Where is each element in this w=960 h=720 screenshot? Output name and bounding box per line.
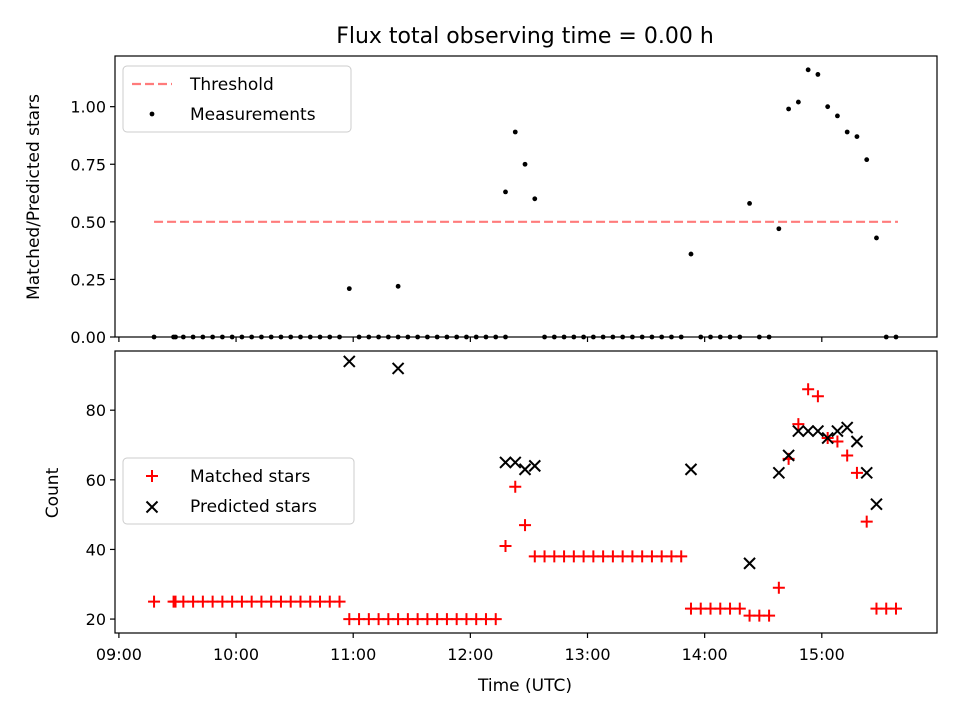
bottom-y-tick-label: 20 [86,610,106,629]
top-y-tick-label: 0.75 [70,155,106,174]
measurement-point [805,67,811,73]
measurement-point [864,157,870,163]
measurement-point [395,283,401,289]
measurement-point [512,129,518,135]
predicted-star-point [831,424,844,438]
legend-matched-swatch [146,470,158,482]
bottom-y-tick-label: 60 [86,471,106,490]
measurement-point [776,226,782,232]
matched-star-point [811,390,824,403]
x-tick-label: 12:00 [447,645,493,664]
predicted-star-point [850,435,864,448]
predicted-star-point [743,557,756,570]
x-tick-label: 11:00 [330,645,376,664]
predicted-star-point [772,466,786,480]
top-y-tick-label: 0.25 [70,270,106,289]
matched-star-point [148,595,161,608]
predicted-star-point [343,355,356,368]
top-y-tick-label: 0.50 [70,213,106,232]
bottom-y-axis-label: Count [43,467,63,518]
top-legend-box [122,65,352,133]
matched-star-point [763,609,776,622]
measurement-point [688,251,694,257]
measurement-point [874,235,879,241]
matched-star-point [792,418,805,431]
predicted-star-point [801,424,815,438]
matched-star-point [489,613,502,626]
measurement-point [503,189,508,195]
measurement-point [835,113,840,119]
measurement-point [532,196,538,202]
predicted-star-point [860,466,873,480]
predicted-star-point [821,431,834,445]
top-y-tick-label: 1.00 [70,98,106,117]
predicted-star-point [870,497,883,511]
x-tick-label: 14:00 [682,645,728,664]
matched-star-point [509,480,522,493]
bottom-series-predicted-stars [343,355,883,570]
matched-star-point [499,539,512,552]
x-tick-label: 15:00 [799,645,845,664]
matched-star-point [850,466,863,479]
predicted-star-point [391,362,405,375]
legend-measurements-swatch [149,111,155,117]
predicted-star-point [518,463,532,476]
predicted-star-point [792,424,805,438]
matched-star-point [860,515,873,528]
matched-star-point [802,383,815,396]
x-tick-label: 10:00 [213,645,259,664]
predicted-star-point [782,449,795,462]
bottom-legend-box [122,457,355,525]
matched-star-point [675,550,688,563]
legend-threshold-label: Threshold [189,75,274,95]
matched-star-point [841,449,854,462]
legend-predicted-swatch [145,500,159,514]
measurement-point [825,104,831,110]
matched-star-point [733,602,746,615]
predicted-star-point [509,456,522,469]
bottom-x-axis-label: Time (UTC) [477,676,572,696]
measurement-point [786,106,792,112]
measurement-point [346,286,352,292]
measurement-point [747,201,752,206]
top-plot: 0.00 0.25 0.50 0.75 1.00 Threshold Measurement… [70,55,938,347]
matched-star-point [772,581,785,594]
bottom-plot: 20 40 60 80 09:00 10:00 11:00 12:00 13:00 14:00 15… [86,350,938,664]
predicted-star-point [528,459,541,473]
matched-star-point [519,519,532,532]
legend-matched-label: Matched stars [190,467,310,487]
top-y-tick-label: 0.00 [70,328,106,347]
bottom-y-tick-label: 80 [86,401,106,420]
matched-star-point [333,595,346,608]
top-legend: Threshold Measurements [122,65,352,133]
bottom-series-matched-stars [148,383,902,626]
bottom-y-tick-label: 40 [86,540,106,559]
predicted-star-point [840,421,854,434]
measurement-point [522,161,528,167]
matched-star-point [831,435,844,448]
x-tick-label: 09:00 [96,645,142,664]
top-plot-frame [114,55,938,338]
measurement-point [854,134,860,140]
legend-measurements-label: Measurements [190,105,316,125]
top-y-axis-label: Matched/Predicted stars [24,94,44,300]
matched-star-point [889,602,902,615]
measurement-point [844,129,850,135]
predicted-star-point [684,463,698,476]
legend-predicted-label: Predicted stars [190,497,317,517]
bottom-legend: Matched stars Predicted stars [122,457,355,525]
measurement-point [815,72,821,77]
predicted-star-point [499,456,512,469]
bottom-plot-frame [114,350,938,634]
x-tick-label: 13:00 [564,645,610,664]
measurement-point [795,99,801,105]
predicted-star-point [811,424,825,438]
chart-title: Flux total observing time = 0.00 h [336,24,714,49]
